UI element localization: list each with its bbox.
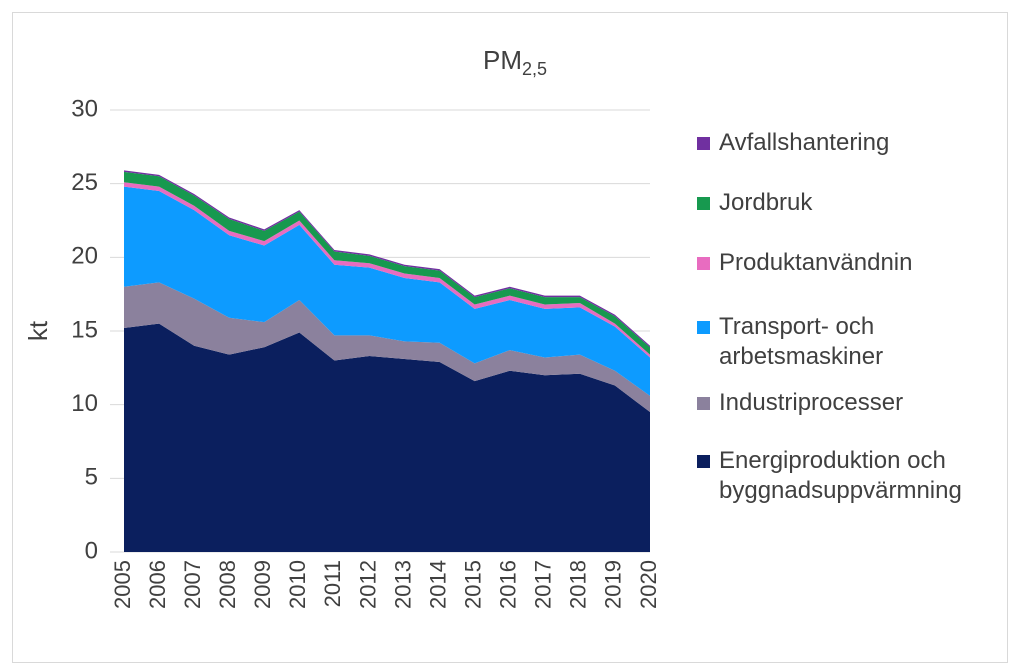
x-tick-label: 2016 [496,560,521,609]
area [124,186,650,396]
legend-swatch [697,321,710,334]
area [124,323,650,552]
legend-swatch [697,397,710,410]
chart-title: PM2,5 [483,45,547,79]
y-tick-label: 5 [85,464,98,491]
y-tick-label: 15 [71,316,98,343]
area [124,282,650,413]
x-tick-label: 2018 [566,560,591,609]
x-tick-label: 2007 [180,560,205,609]
title-subscript: 2,5 [522,59,547,79]
y-axis-label: kt [23,320,53,341]
legend-item: Produktanvändnin [693,248,993,278]
y-tick-label: 30 [71,95,98,122]
legend-swatch [697,137,710,150]
legend: Avfallshantering Jordbruk Produktanvändnin… [693,128,993,506]
x-tick-label: 2020 [636,560,661,609]
x-tick-label: 2017 [531,560,556,609]
title-main: PM [483,45,522,75]
y-tick-label: 10 [71,390,98,417]
legend-label: Avfallshantering [719,129,890,156]
x-tick-label: 2008 [215,560,240,609]
x-tick-label: 2010 [285,560,310,609]
legend-item: Transport- och arbetsmaskiner [693,312,993,372]
legend-label: Industriprocesser [719,389,904,416]
legend-label: Jordbruk [719,189,813,216]
legend-swatch [697,257,710,270]
frame [12,12,1008,663]
area [124,182,650,358]
legend-swatch [697,455,710,468]
legend-label: Energiproduktion och byggnadsuppvärmning [719,447,962,504]
x-tick-label: 2009 [250,560,275,609]
y-tick-label: 20 [71,243,98,270]
y-tick-label: 0 [85,537,98,564]
x-tick-label: 2006 [145,560,170,609]
y-tick-label: 25 [71,169,98,196]
legend-item: Energiproduktion och byggnadsuppvärmning [693,446,993,506]
x-tick-label: 2005 [110,560,135,609]
x-tick-label: 2019 [601,560,626,609]
x-tick-label: 2014 [425,560,450,609]
x-tick-label: 2013 [390,560,415,609]
legend-item: Industriprocesser [693,388,993,418]
legend-item: Avfallshantering [693,128,993,158]
x-tick-label: 2015 [460,560,485,609]
legend-swatch [697,197,710,210]
legend-item: Jordbruk [693,188,993,218]
legend-label: Transport- och arbetsmaskiner [719,313,884,370]
x-tick-label: 2012 [355,560,380,609]
area [124,171,650,355]
x-tick-label: 2011 [320,560,345,607]
legend-label: Produktanvändnin [719,249,913,276]
